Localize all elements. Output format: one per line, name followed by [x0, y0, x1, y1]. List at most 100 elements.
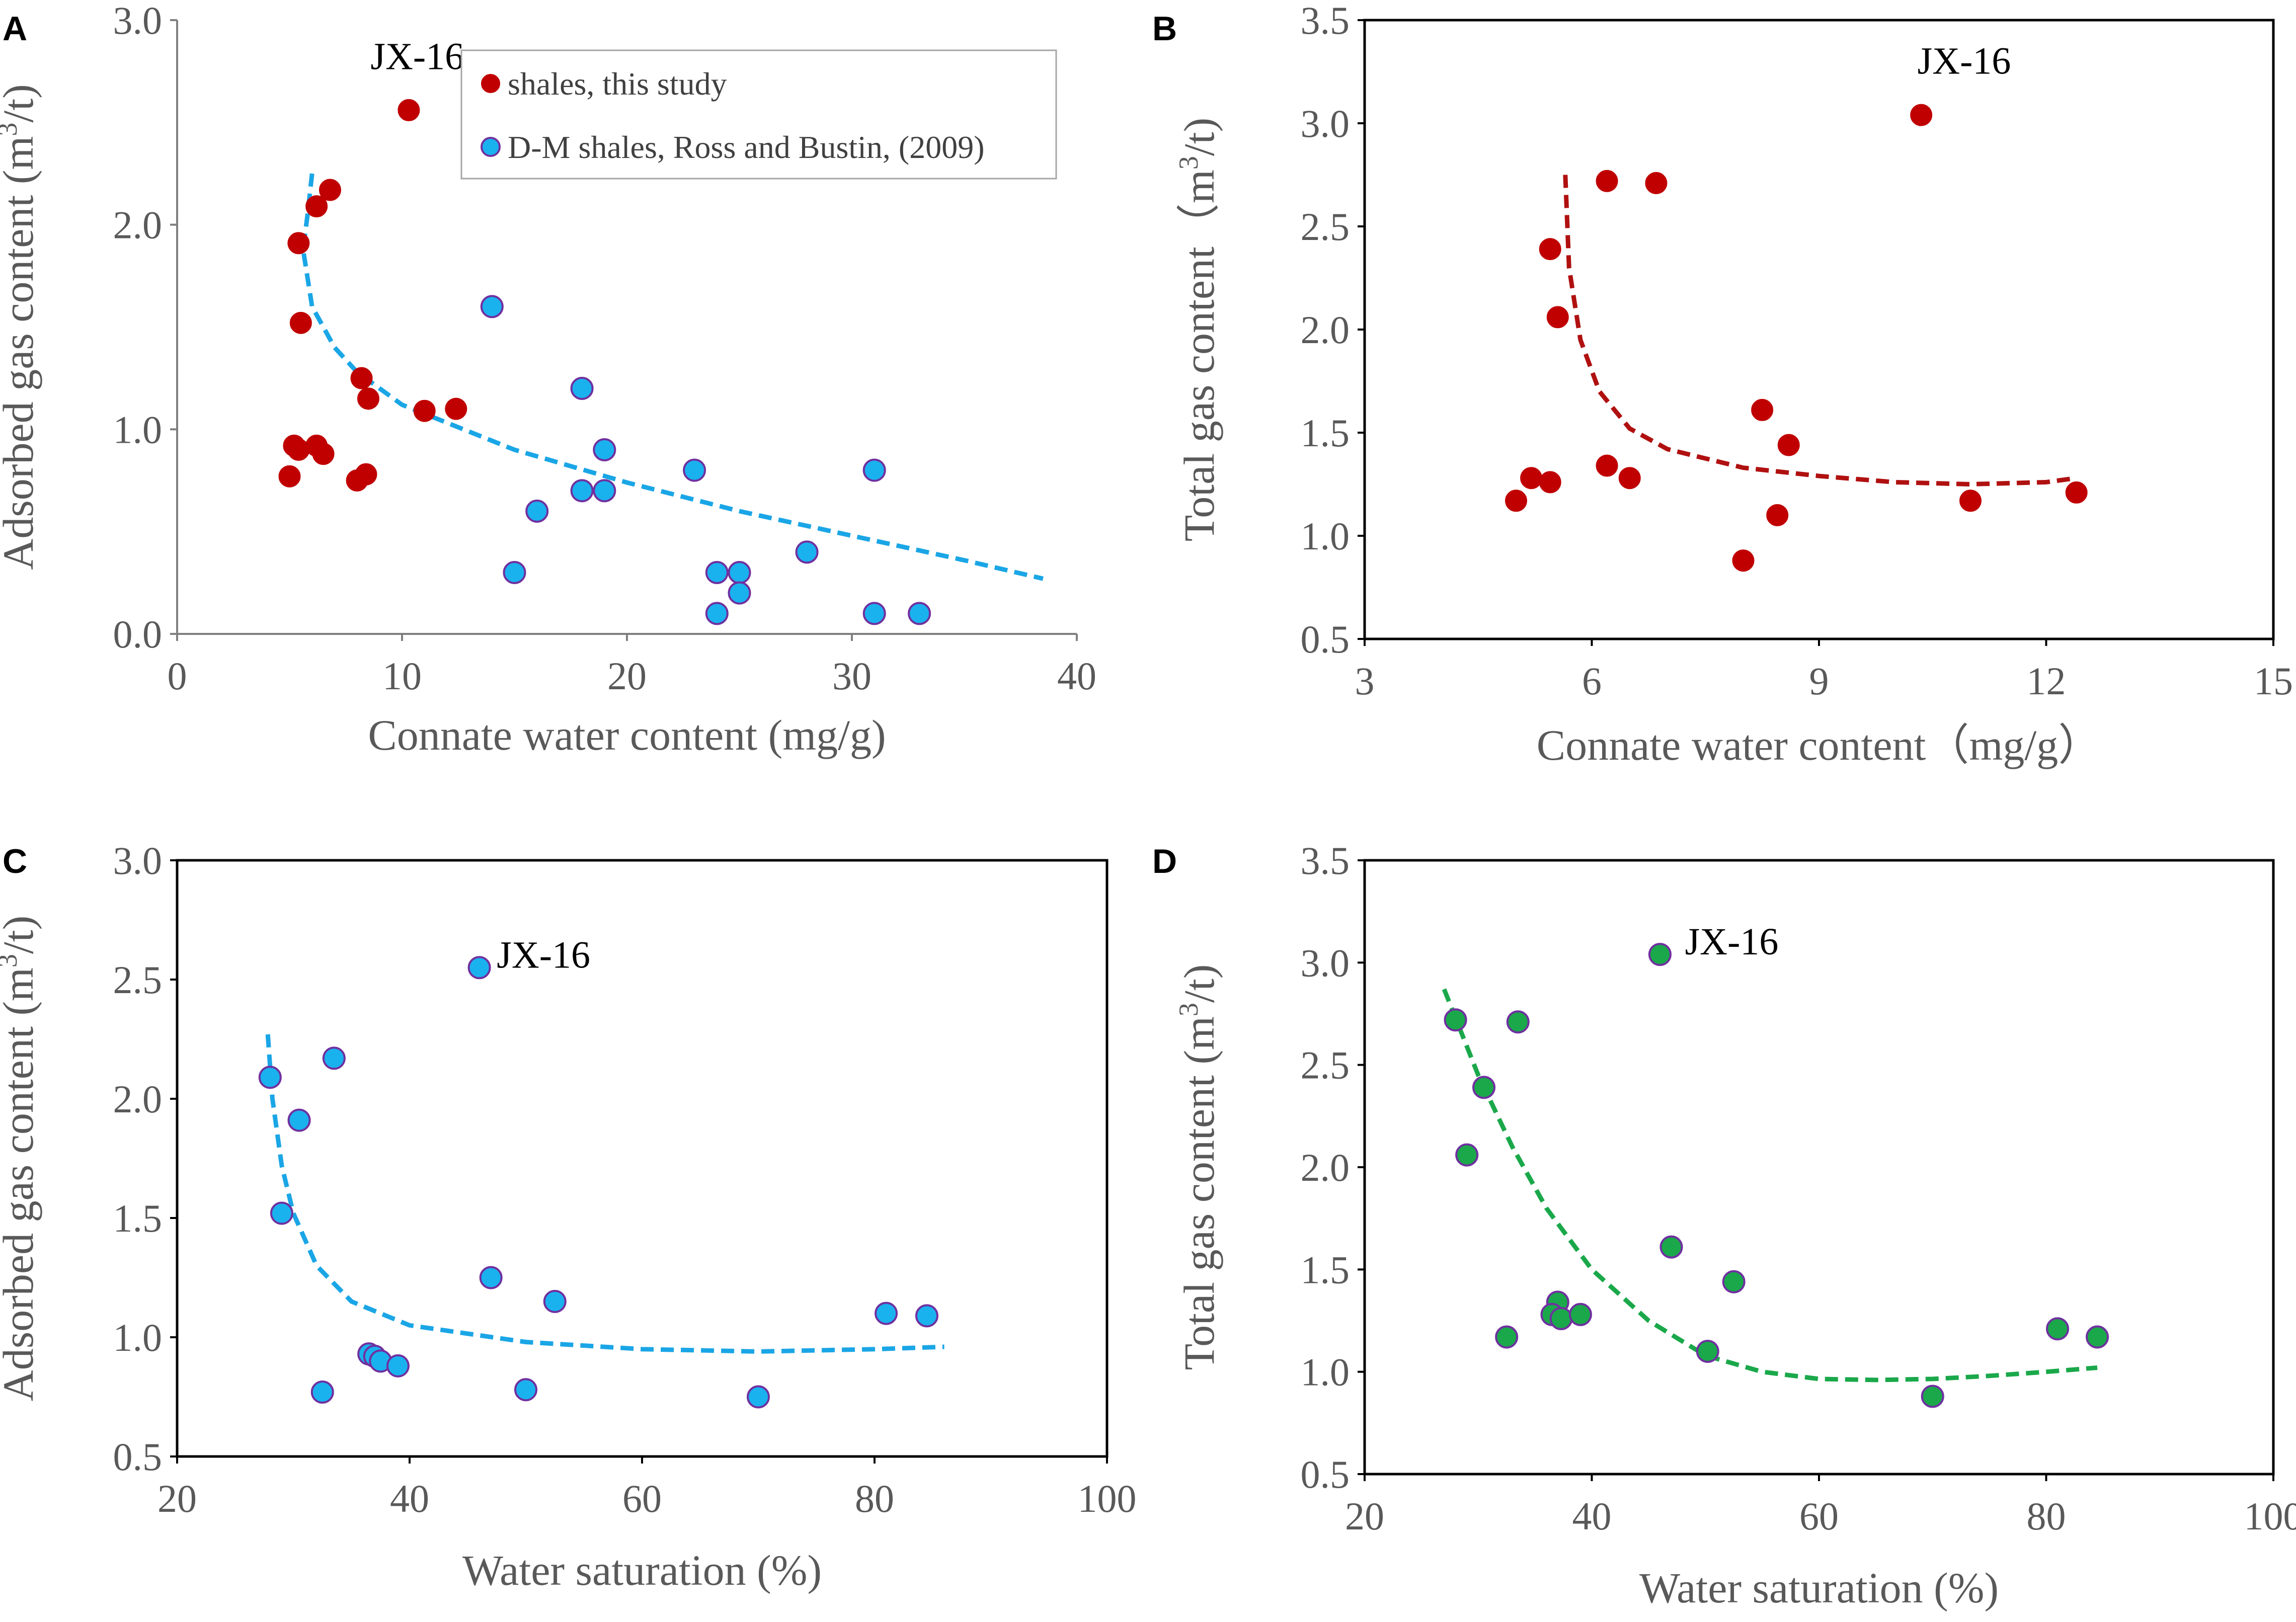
y-tick-label: 1.0	[1301, 1350, 1350, 1394]
data-point	[1455, 1143, 1479, 1167]
data-point	[915, 1304, 938, 1328]
x-tick-label: 9	[1809, 659, 1829, 703]
data-point	[1777, 434, 1800, 456]
y-tick-label: 3.5	[1301, 839, 1350, 882]
x-tick-label: 20	[607, 654, 647, 698]
x-tick-label: 100	[1078, 1477, 1137, 1520]
x-tick-label: 20	[157, 1477, 197, 1520]
y-tick-label: 0.5	[113, 1435, 163, 1479]
data-point	[467, 956, 491, 980]
trend-line	[1442, 988, 2098, 1383]
y-tick-label: 2.5	[1301, 205, 1350, 249]
y-axis-label-superscript: 3	[0, 954, 23, 967]
data-point	[525, 500, 549, 523]
trend-line	[1563, 175, 2077, 487]
data-point	[1659, 1235, 1683, 1259]
x-tick-label: 60	[1799, 1494, 1839, 1538]
x-tick-label: 12	[2027, 659, 2066, 703]
data-point	[287, 439, 310, 461]
data-point	[1959, 490, 1982, 512]
legend: shales, this study D-M shales, Ross and B…	[460, 49, 1057, 180]
y-tick-label: 2.0	[1301, 1146, 1350, 1189]
x-tick-label: 40	[1057, 654, 1096, 698]
legend-marker	[481, 137, 501, 157]
trend-line	[300, 173, 1044, 581]
y-tick-label: 2.5	[113, 958, 163, 1002]
y-tick-label: 2.0	[1301, 308, 1350, 352]
y-axis-label-part: /t)	[1175, 964, 1223, 1003]
y-tick-label: 3.0	[1301, 941, 1350, 985]
data-point	[1696, 1340, 1719, 1363]
y-axis-label: Total gas content（m3/t)	[1173, 118, 1223, 542]
data-point	[310, 1381, 334, 1404]
x-tick-label: 6	[1582, 659, 1602, 703]
y-tick-label: 0.5	[1301, 1452, 1350, 1496]
y-tick-label: 1.0	[1301, 514, 1350, 558]
data-point	[503, 561, 526, 584]
x-tick-label: 80	[2027, 1494, 2066, 1538]
data-point	[593, 438, 616, 461]
data-point	[1444, 1008, 1467, 1032]
data-point	[570, 479, 594, 503]
data-point	[1732, 549, 1755, 572]
y-tick-label: 2.0	[113, 1077, 163, 1121]
y-axis-label-part: Adsorbed gas content (m	[0, 967, 42, 1401]
y-axis-label-part: /t)	[1175, 118, 1223, 156]
data-point	[270, 1201, 293, 1225]
data-point	[278, 465, 301, 488]
x-axis-label: Water saturation (%)	[462, 1546, 822, 1594]
data-point	[1596, 170, 1618, 192]
data-point	[1472, 1076, 1496, 1099]
data-point	[728, 581, 751, 605]
data-point	[350, 367, 373, 389]
data-point	[357, 387, 379, 410]
data-point	[1539, 471, 1561, 494]
y-tick-label: 0.5	[1301, 617, 1350, 661]
data-point	[287, 232, 310, 255]
data-point	[1722, 1270, 1746, 1293]
data-point	[570, 377, 594, 400]
panel-a: A 0 10 20 30 40 0.0 1.0 2.0 3.0 Connate water cont…	[0, 0, 1096, 759]
y-axis-label: Total gas content (m3/t)	[1173, 964, 1223, 1370]
panel-letter: C	[3, 842, 27, 880]
y-tick-label: 1.5	[113, 1196, 163, 1240]
y-tick-label: 3.0	[113, 0, 163, 42]
y-tick-label: 2.0	[113, 203, 163, 247]
panel-letter: B	[1152, 10, 1177, 48]
annotation-label: JX-16	[1685, 921, 1779, 963]
y-tick-label: 0.0	[113, 612, 163, 656]
data-point	[514, 1378, 537, 1402]
y-tick-label: 2.5	[1301, 1043, 1350, 1087]
data-point	[1568, 1303, 1592, 1326]
data-point	[1506, 1010, 1530, 1034]
data-point	[1549, 1307, 1573, 1330]
data-point	[728, 561, 751, 584]
x-axis-label: Connate water content（mg/g）	[1537, 721, 2102, 769]
panel-b: B 3 6 9 12 15 0.5 1.0 1.5 2.0 2.5 3.0 3.5 Connate wat…	[1152, 0, 2293, 769]
data-point	[1596, 454, 1618, 477]
y-tick-label: 3.0	[1301, 102, 1350, 145]
data-point	[322, 1046, 346, 1070]
data-point	[1751, 398, 1774, 421]
panel-c: C 20 40 60 80 100 0.5 1.0 1.5 2.0 2.5 3.0 Water satu…	[0, 839, 1137, 1594]
data-point	[1910, 104, 1933, 126]
annotation-label: JX-16	[497, 934, 590, 976]
data-point	[2065, 481, 2088, 504]
x-axis-label: Connate water content (mg/g)	[368, 711, 886, 759]
x-tick-label: 30	[832, 654, 872, 698]
y-axis-label-part: /t)	[0, 84, 42, 122]
data-point	[747, 1385, 770, 1409]
y-tick-label: 1.0	[113, 1316, 163, 1359]
y-axis-label-part: Adsorbed gas content (m	[0, 136, 42, 570]
data-point	[705, 561, 729, 584]
y-axis-label-part: Total gas content（m	[1175, 170, 1223, 541]
legend-label: shales, this study	[508, 66, 727, 102]
data-point	[2046, 1317, 2070, 1341]
y-axis-label-part: Total gas content (m	[1175, 1016, 1223, 1370]
y-axis-label-superscript: 3	[1173, 1003, 1204, 1016]
y-axis-label: Adsorbed gas content (m3/t)	[0, 84, 42, 570]
data-point	[795, 540, 819, 564]
data-point	[1648, 943, 1672, 966]
data-point	[398, 99, 420, 121]
data-point	[1766, 504, 1789, 526]
